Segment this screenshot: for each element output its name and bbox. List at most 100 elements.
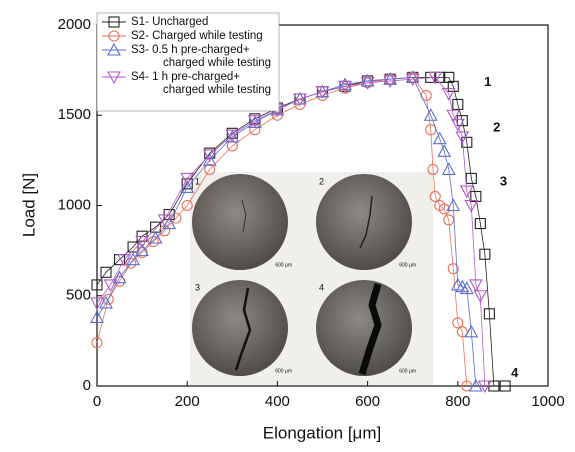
marker xyxy=(461,380,473,392)
x-axis-label: Elongation [μm] xyxy=(263,423,381,442)
marker xyxy=(429,190,441,203)
marker xyxy=(338,77,352,91)
marker xyxy=(293,93,307,107)
marker xyxy=(107,71,121,85)
marker xyxy=(202,149,217,163)
marker xyxy=(91,279,103,291)
inset-label: 2 xyxy=(319,176,324,186)
marker xyxy=(247,115,262,128)
inset-scale: 600 μm xyxy=(399,368,416,374)
marker xyxy=(170,212,182,224)
marker xyxy=(112,270,127,284)
marker xyxy=(148,230,163,244)
marker xyxy=(488,380,500,392)
marker xyxy=(450,118,465,132)
marker xyxy=(423,108,438,121)
marker xyxy=(479,248,491,260)
marker xyxy=(360,73,375,87)
marker xyxy=(441,88,456,101)
micrograph xyxy=(316,174,412,270)
marker xyxy=(477,380,492,394)
marker xyxy=(456,115,468,127)
marker xyxy=(465,172,477,184)
x-tick-label: 400 xyxy=(265,393,290,410)
marker xyxy=(452,98,464,110)
marker xyxy=(499,380,511,392)
marker xyxy=(468,279,483,293)
marker xyxy=(447,263,459,275)
marker xyxy=(432,131,447,145)
x-tick-label: 1000 xyxy=(531,393,564,410)
marker xyxy=(425,124,437,136)
marker xyxy=(204,147,216,159)
annotation: 2 xyxy=(493,119,500,134)
legend-label[interactable]: S4- 1 h pre-charged+ charged while testin… xyxy=(131,71,271,96)
crack xyxy=(359,195,373,249)
legend-label[interactable]: S2- Charged while testing xyxy=(131,30,263,42)
marker xyxy=(446,198,461,212)
marker xyxy=(135,236,150,249)
marker xyxy=(108,16,120,28)
marker xyxy=(455,131,470,145)
inset-scale: 600 μm xyxy=(275,368,292,374)
marker xyxy=(102,293,114,305)
crack xyxy=(234,287,252,371)
inset-label: 4 xyxy=(319,282,324,292)
inset-scale: 600 μm xyxy=(399,262,416,268)
marker xyxy=(127,241,139,253)
crack xyxy=(241,199,247,233)
marker xyxy=(90,297,104,311)
micrograph xyxy=(316,280,412,376)
y-tick-label: 0 xyxy=(83,377,91,394)
marker xyxy=(441,162,456,175)
marker xyxy=(91,337,103,349)
legend-box xyxy=(96,12,280,112)
marker xyxy=(459,281,474,295)
legend-label[interactable]: S1- Uncharged xyxy=(131,16,208,28)
inset-panel: 1 600 μm 2 600 μm 3 600 μm 4 600 μm xyxy=(190,172,433,385)
annotation: 1 xyxy=(484,74,491,89)
marker xyxy=(470,190,482,203)
inset-scale: 600 μm xyxy=(275,262,292,268)
x-tick-label: 0 xyxy=(93,393,101,410)
legend-label[interactable]: S3- 0.5 h pre-charged+ charged while test… xyxy=(131,44,271,69)
marker xyxy=(249,113,261,125)
marker xyxy=(135,243,150,257)
marker xyxy=(456,326,468,338)
marker xyxy=(90,310,104,323)
marker xyxy=(468,378,483,392)
marker xyxy=(99,295,113,309)
annotation: 4 xyxy=(511,365,519,380)
marker xyxy=(405,70,420,83)
marker xyxy=(474,218,486,230)
marker xyxy=(405,73,420,87)
marker xyxy=(338,80,352,94)
y-tick-label: 2000 xyxy=(58,16,91,33)
marker xyxy=(315,86,330,99)
marker xyxy=(126,252,141,266)
marker xyxy=(473,290,488,303)
marker xyxy=(464,324,479,338)
marker xyxy=(225,129,240,143)
marker xyxy=(107,42,121,56)
inset-label: 3 xyxy=(195,282,200,292)
marker xyxy=(438,203,450,215)
annotation: 3 xyxy=(500,173,507,188)
micrograph xyxy=(192,174,288,270)
marker xyxy=(202,153,217,166)
marker xyxy=(437,144,452,157)
marker xyxy=(383,75,398,89)
marker xyxy=(157,214,172,228)
x-tick-label: 600 xyxy=(355,393,380,410)
series-line xyxy=(96,76,486,387)
marker xyxy=(108,30,120,42)
crack xyxy=(358,283,382,376)
marker xyxy=(117,254,131,267)
marker xyxy=(204,163,216,175)
marker xyxy=(249,124,261,136)
marker xyxy=(181,199,193,212)
y-tick-label: 1500 xyxy=(58,106,91,123)
micrograph xyxy=(192,280,288,376)
marker xyxy=(464,199,479,213)
